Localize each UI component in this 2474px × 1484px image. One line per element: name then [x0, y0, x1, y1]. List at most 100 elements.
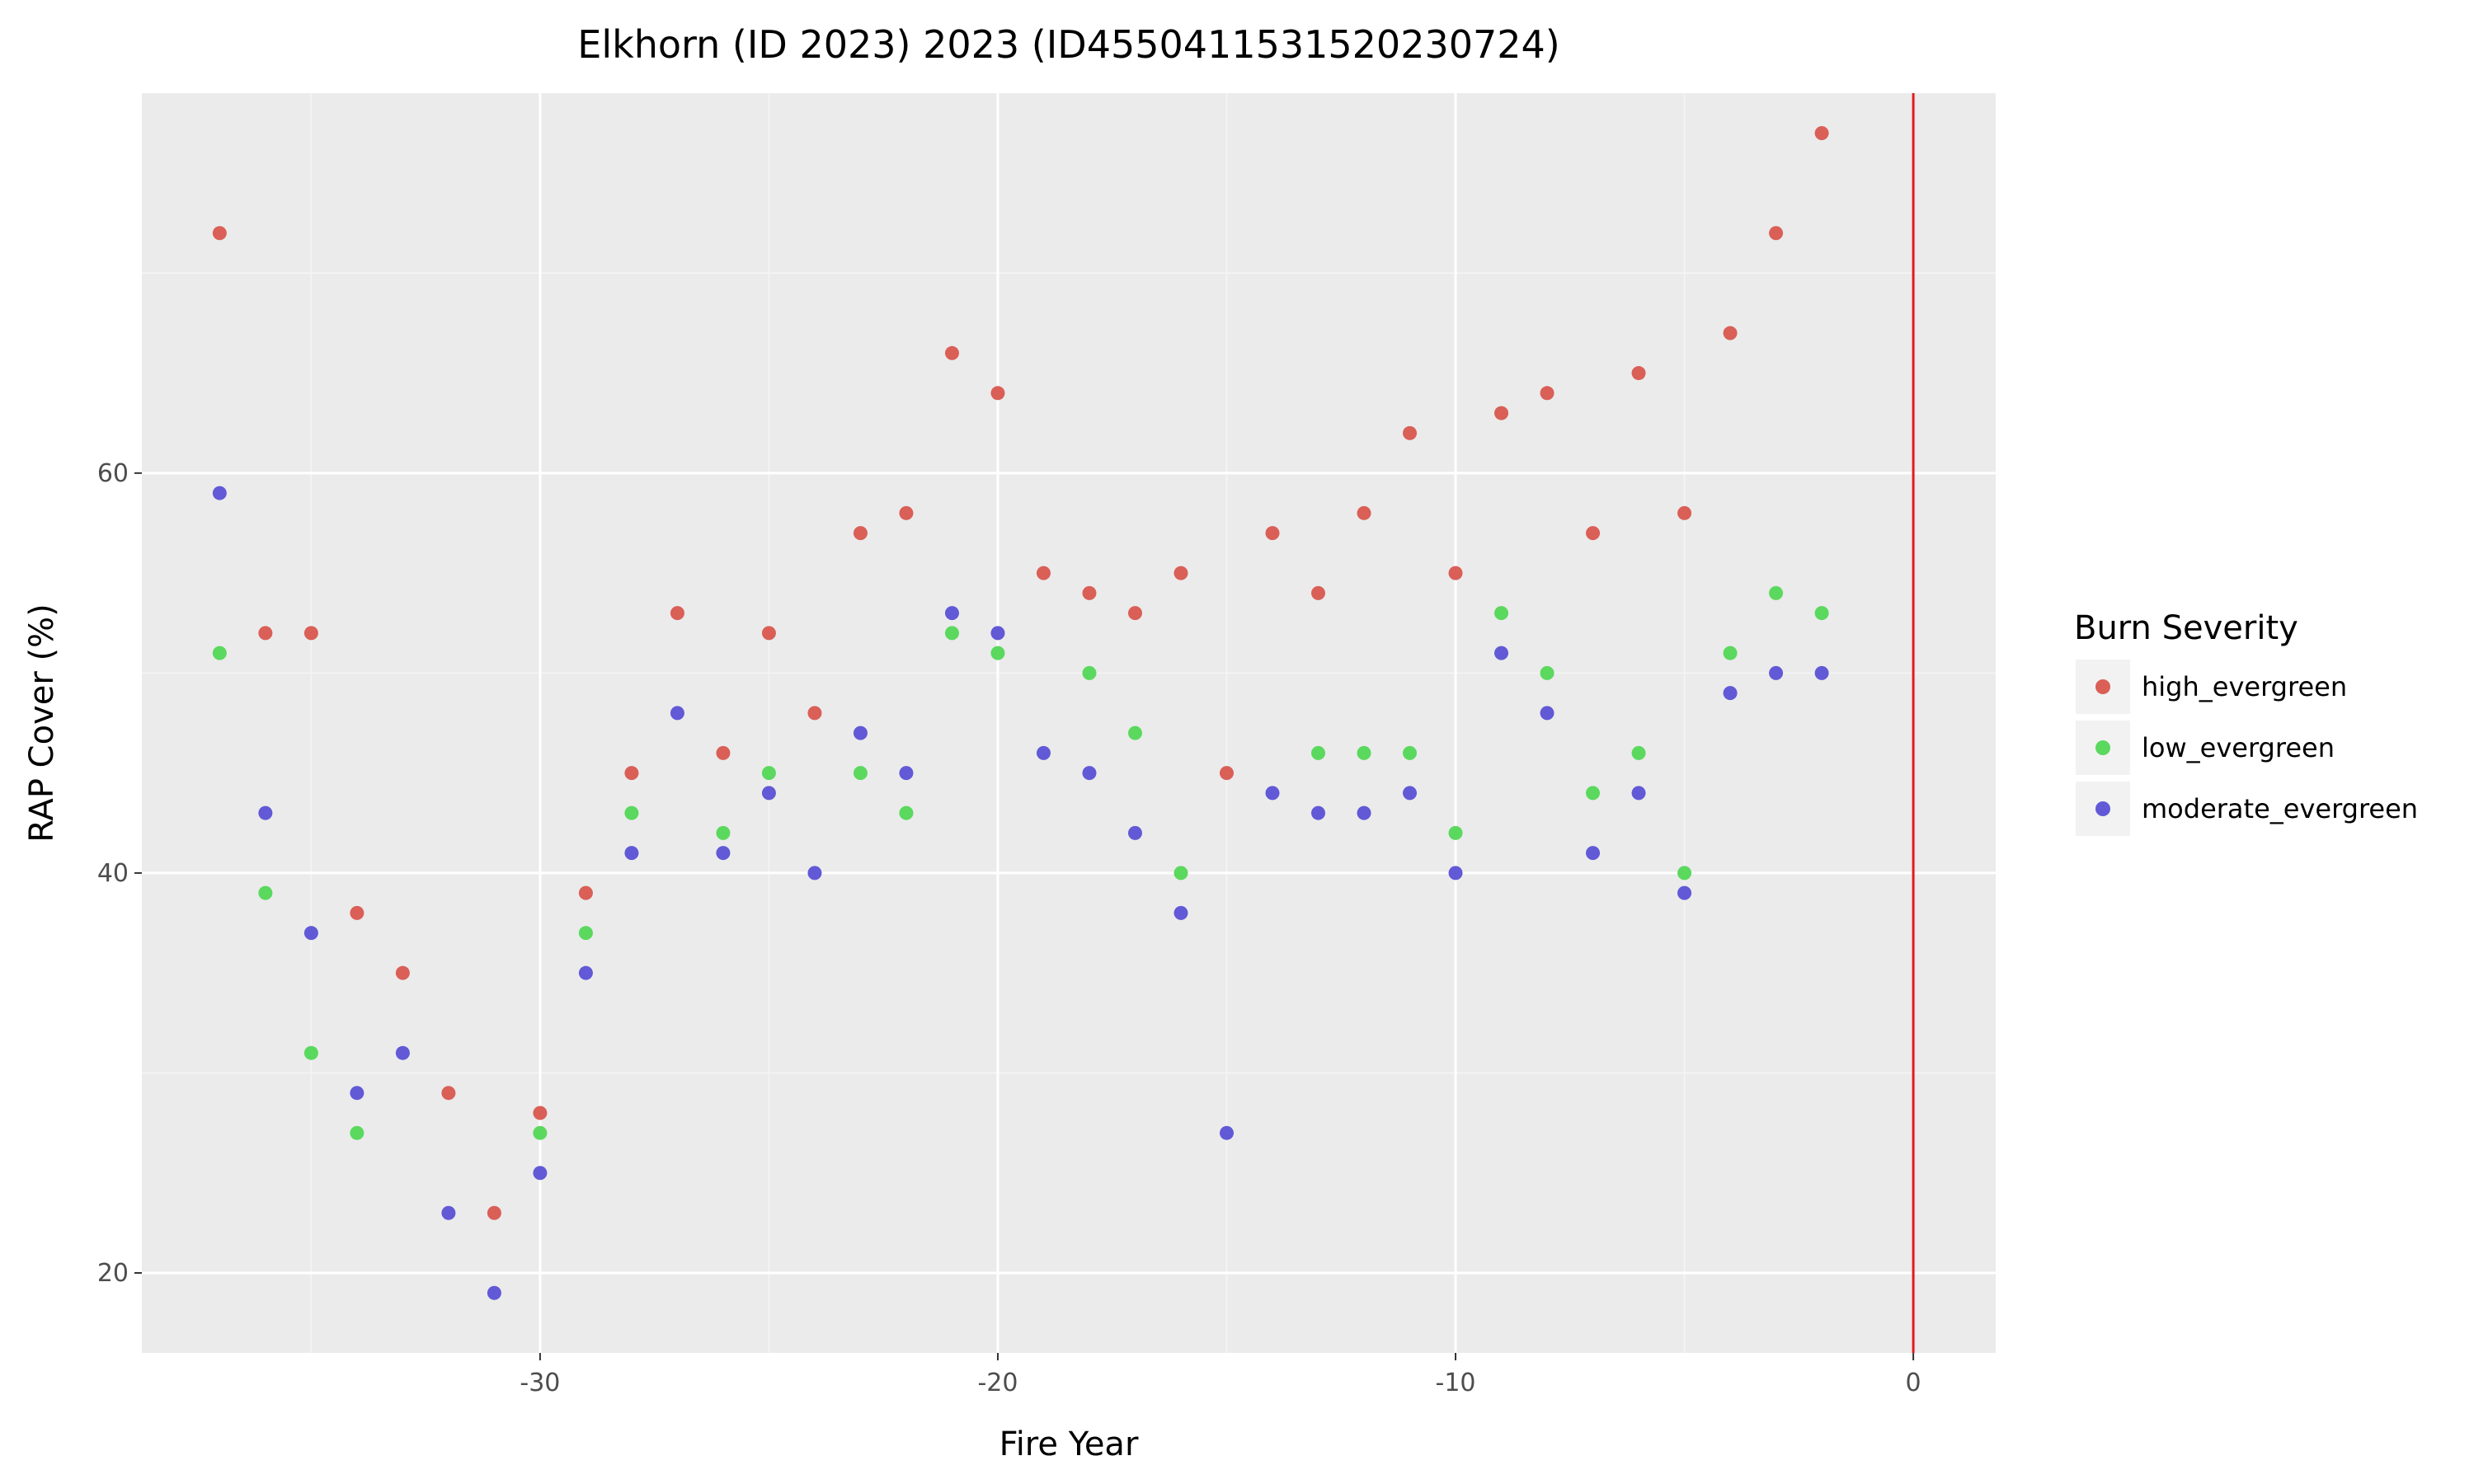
point-high_evergreen	[258, 626, 273, 641]
point-low_evergreen	[1311, 745, 1326, 760]
point-moderate_evergreen	[1311, 805, 1326, 820]
point-moderate_evergreen	[441, 1205, 456, 1220]
legend-key-high_evergreen	[2095, 679, 2110, 694]
point-low_evergreen	[1174, 866, 1188, 881]
point-moderate_evergreen	[533, 1166, 548, 1181]
point-low_evergreen	[853, 766, 868, 781]
point-moderate_evergreen	[1814, 665, 1829, 680]
point-high_evergreen	[533, 1106, 548, 1120]
data-points	[212, 126, 1829, 1300]
point-high_evergreen	[624, 766, 639, 781]
point-low_evergreen	[944, 626, 959, 641]
point-moderate_evergreen	[1769, 665, 1784, 680]
point-high_evergreen	[1769, 226, 1784, 241]
point-high_evergreen	[1814, 126, 1829, 141]
y-tick-label: 40	[97, 859, 129, 888]
point-moderate_evergreen	[853, 726, 868, 740]
legend-label-moderate_evergreen: moderate_evergreen	[2142, 793, 2418, 824]
point-high_evergreen	[395, 965, 410, 980]
point-low_evergreen	[716, 825, 731, 840]
legend-label-low_evergreen: low_evergreen	[2142, 732, 2335, 763]
point-moderate_evergreen	[1494, 646, 1509, 660]
point-moderate_evergreen	[899, 766, 914, 781]
point-high_evergreen	[1448, 566, 1463, 580]
point-low_evergreen	[533, 1125, 548, 1140]
point-low_evergreen	[212, 646, 227, 660]
point-low_evergreen	[1631, 745, 1646, 760]
point-high_evergreen	[1357, 505, 1371, 520]
point-high_evergreen	[990, 386, 1005, 401]
point-high_evergreen	[1494, 406, 1509, 420]
point-moderate_evergreen	[1677, 885, 1692, 900]
point-low_evergreen	[761, 766, 776, 781]
point-low_evergreen	[1448, 825, 1463, 840]
point-low_evergreen	[990, 646, 1005, 660]
point-high_evergreen	[807, 706, 822, 721]
legend-title: Burn Severity	[2074, 609, 2298, 647]
point-high_evergreen	[303, 626, 318, 641]
point-moderate_evergreen	[1265, 786, 1280, 801]
point-moderate_evergreen	[303, 926, 318, 941]
point-high_evergreen	[578, 885, 593, 900]
point-moderate_evergreen	[350, 1086, 365, 1101]
point-low_evergreen	[1814, 606, 1829, 621]
chart-title: Elkhorn (ID 2023) 2023 (ID45504115315202…	[577, 22, 1560, 67]
point-high_evergreen	[1174, 566, 1188, 580]
point-moderate_evergreen	[716, 846, 731, 861]
point-moderate_evergreen	[1357, 805, 1371, 820]
point-moderate_evergreen	[1631, 786, 1646, 801]
legend-key-moderate_evergreen	[2095, 801, 2110, 816]
legend-items: high_evergreen low_evergreen moderate_ever…	[2076, 660, 2418, 836]
point-high_evergreen	[1127, 606, 1142, 621]
point-moderate_evergreen	[578, 965, 593, 980]
point-moderate_evergreen	[1127, 825, 1142, 840]
point-moderate_evergreen	[624, 846, 639, 861]
point-high_evergreen	[487, 1205, 501, 1220]
x-tick-label: 0	[1906, 1369, 1921, 1397]
legend-label-high_evergreen: high_evergreen	[2142, 671, 2347, 702]
point-high_evergreen	[761, 626, 776, 641]
point-high_evergreen	[670, 606, 684, 621]
y-tick-label: 60	[97, 459, 129, 488]
minor-grid	[142, 93, 1996, 1353]
point-high_evergreen	[212, 226, 227, 241]
point-high_evergreen	[716, 745, 731, 760]
point-moderate_evergreen	[1448, 866, 1463, 881]
point-moderate_evergreen	[258, 805, 273, 820]
plot-panel	[142, 93, 1996, 1353]
point-low_evergreen	[1769, 585, 1784, 600]
point-moderate_evergreen	[395, 1045, 410, 1060]
point-moderate_evergreen	[1586, 846, 1601, 861]
point-moderate_evergreen	[807, 866, 822, 881]
point-low_evergreen	[1082, 665, 1097, 680]
point-high_evergreen	[899, 505, 914, 520]
x-tick-label: -20	[977, 1369, 1018, 1397]
point-low_evergreen	[578, 926, 593, 941]
y-tick-label: 20	[97, 1259, 129, 1288]
x-tick-label: -10	[1436, 1369, 1476, 1397]
point-moderate_evergreen	[1403, 786, 1418, 801]
point-moderate_evergreen	[670, 706, 684, 721]
point-moderate_evergreen	[990, 626, 1005, 641]
point-low_evergreen	[1127, 726, 1142, 740]
point-low_evergreen	[303, 1045, 318, 1060]
legend-key-low_evergreen	[2095, 740, 2110, 755]
point-high_evergreen	[1677, 505, 1692, 520]
point-moderate_evergreen	[944, 606, 959, 621]
point-low_evergreen	[1494, 606, 1509, 621]
point-high_evergreen	[1082, 585, 1097, 600]
point-moderate_evergreen	[761, 786, 776, 801]
point-moderate_evergreen	[1219, 1125, 1234, 1140]
point-low_evergreen	[258, 885, 273, 900]
point-high_evergreen	[350, 905, 365, 920]
x-axis-title: Fire Year	[999, 1425, 1139, 1463]
point-moderate_evergreen	[1723, 686, 1738, 701]
point-low_evergreen	[1723, 646, 1738, 660]
point-high_evergreen	[1586, 526, 1601, 541]
point-high_evergreen	[1723, 326, 1738, 340]
point-moderate_evergreen	[1082, 766, 1097, 781]
point-moderate_evergreen	[1174, 905, 1188, 920]
point-high_evergreen	[1403, 425, 1418, 440]
point-low_evergreen	[1403, 745, 1418, 760]
